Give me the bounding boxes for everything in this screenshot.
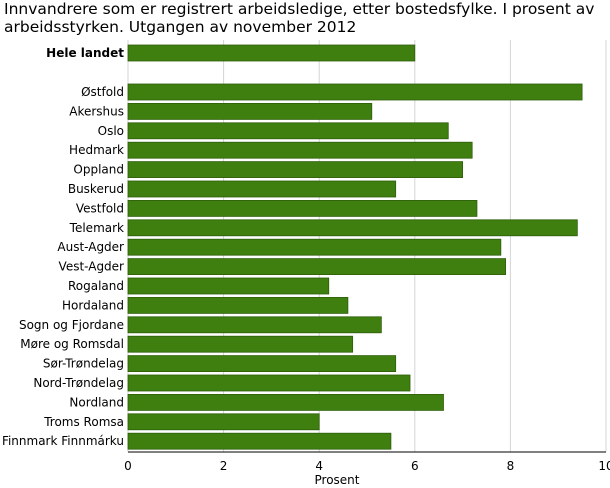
x-tick-label: 6 — [411, 459, 419, 473]
bar — [127, 238, 502, 256]
x-tick-label: 4 — [315, 459, 323, 473]
x-tick-label: 8 — [507, 459, 515, 473]
bar — [127, 277, 330, 295]
bars — [127, 44, 583, 450]
category-label: Akershus — [69, 104, 124, 118]
bar — [127, 219, 578, 237]
category-label: Vestfold — [76, 201, 124, 215]
category-label: Buskerud — [68, 182, 124, 196]
x-tick-label: 2 — [220, 459, 228, 473]
category-label: Telemark — [69, 221, 124, 235]
category-label: Hedmark — [69, 143, 124, 157]
bar — [127, 413, 320, 431]
x-tick-label: 10 — [598, 459, 610, 473]
x-tick-label: 0 — [124, 459, 132, 473]
category-label: Møre og Romsdal — [20, 337, 124, 351]
category-label: Troms Romsa — [43, 415, 124, 429]
category-labels: Hele landet Østfold Akershus Oslo Hedmark Opp… — [2, 46, 124, 448]
bar — [127, 122, 449, 140]
category-label: Sogn og Fjordane — [19, 318, 124, 332]
category-label: Finnmark Finnmárku — [2, 434, 124, 448]
bar — [127, 335, 354, 353]
bar — [127, 161, 464, 179]
x-tick-labels: 0 2 4 6 8 10 — [124, 459, 610, 473]
bar — [127, 103, 373, 120]
category-label: Hordaland — [62, 298, 124, 312]
category-label: Aust-Agder — [57, 240, 124, 254]
category-label: Oppland — [73, 163, 124, 177]
category-label: Nordland — [69, 395, 124, 409]
bar — [127, 355, 397, 373]
category-label: Hele landet — [46, 46, 124, 60]
bar — [127, 374, 411, 392]
bar — [127, 83, 583, 101]
bar — [127, 44, 416, 62]
bar — [127, 393, 444, 411]
bar — [127, 316, 382, 334]
bar — [127, 258, 507, 276]
category-label: Sør-Trøndelag — [43, 357, 124, 371]
bar — [127, 180, 397, 198]
category-label: Nord-Trøndelag — [33, 376, 124, 390]
x-axis-title: Prosent — [315, 473, 360, 487]
bar — [127, 296, 349, 314]
category-label: Vest-Agder — [59, 260, 125, 274]
bar — [127, 141, 473, 159]
chart-title: Innvandrere som er registrert arbeidsled… — [4, 0, 595, 36]
category-label: Rogaland — [68, 279, 124, 293]
bar — [127, 432, 392, 450]
bar — [127, 199, 478, 217]
category-label: Østfold — [81, 85, 124, 99]
category-label: Oslo — [98, 124, 124, 138]
